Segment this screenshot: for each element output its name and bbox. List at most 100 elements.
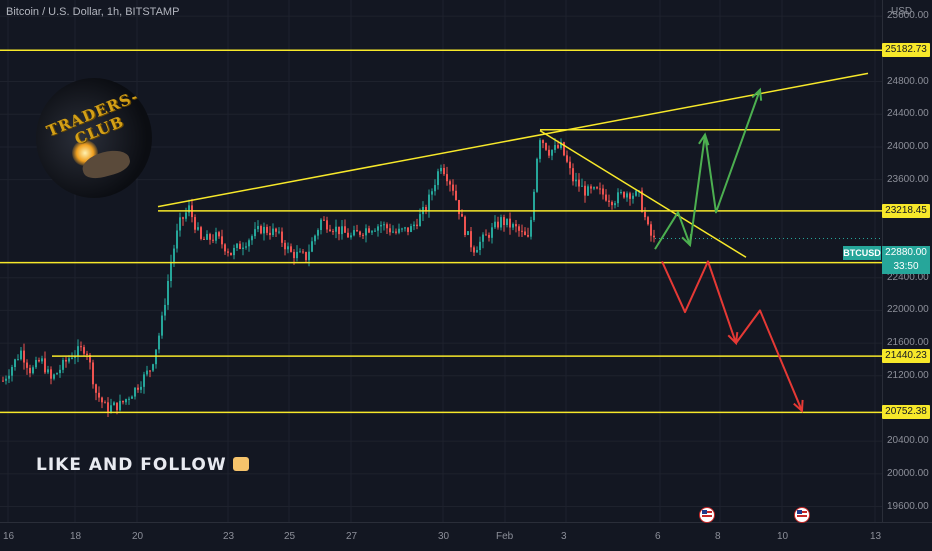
candle-body	[95, 384, 97, 393]
candle-body	[536, 158, 538, 192]
candle-body	[56, 373, 58, 375]
candle-body	[620, 192, 622, 194]
candle-body	[503, 217, 505, 225]
candle-body	[320, 219, 322, 231]
candle-body	[380, 225, 382, 227]
candle-body	[353, 230, 355, 236]
candle-body	[515, 224, 517, 227]
currency-label: USD	[891, 6, 913, 17]
candle-body	[419, 214, 421, 227]
time-tick-label: 8	[715, 531, 721, 542]
candle-body	[200, 227, 202, 239]
candle-body	[77, 346, 79, 356]
candle-body	[389, 228, 391, 233]
candle-body	[602, 188, 604, 195]
candle-body	[653, 235, 655, 238]
candle-body	[260, 226, 262, 234]
candle-body	[563, 142, 565, 156]
candle-body	[32, 367, 34, 374]
candle-body	[545, 143, 547, 150]
time-axis[interactable]	[0, 522, 932, 551]
candle-body	[299, 251, 301, 253]
candle-body	[566, 155, 568, 162]
time-tick-label: 20	[132, 531, 144, 542]
candle-body	[125, 399, 127, 403]
candle-body	[206, 234, 208, 240]
level-price-tag: 23218.45	[882, 203, 930, 218]
price-candles	[2, 138, 882, 418]
candle-body	[575, 179, 577, 182]
candle-body	[572, 168, 574, 182]
candle-body	[257, 226, 259, 230]
candle-body	[194, 217, 196, 230]
candle-body	[158, 335, 160, 350]
candle-body	[110, 405, 112, 412]
candle-body	[362, 234, 364, 236]
candle-body	[35, 360, 37, 368]
price-tick-label: 24400.00	[887, 108, 929, 120]
us-flag-icon[interactable]	[794, 507, 810, 523]
candle-body	[41, 358, 43, 362]
time-tick-label: Feb	[496, 531, 514, 542]
candle-body	[284, 242, 286, 250]
candle-body	[356, 230, 358, 232]
candle-body	[302, 251, 304, 253]
candle-body	[344, 226, 346, 233]
call-to-action: LIKE AND FOLLOW	[36, 455, 249, 475]
candle-body	[323, 219, 325, 221]
us-flag-icon[interactable]	[699, 507, 715, 523]
level-price-tag: 20752.38	[882, 405, 930, 420]
candle-body	[203, 238, 205, 240]
candle-body	[431, 191, 433, 195]
price-tick-label: 22000.00	[887, 304, 929, 316]
candle-body	[338, 226, 340, 235]
time-tick-label: 6	[655, 531, 661, 542]
candle-body	[365, 228, 367, 236]
candle-body	[68, 358, 70, 362]
candle-body	[131, 396, 133, 399]
current-price: 22880.00	[885, 247, 927, 258]
trend-lines	[157, 72, 869, 258]
candle-body	[587, 186, 589, 196]
candle-body	[584, 185, 586, 196]
price-tick-label: 21200.00	[887, 369, 929, 381]
candle-body	[236, 243, 238, 248]
candle-body	[209, 234, 211, 240]
time-tick-label: 16	[3, 531, 15, 542]
candle-body	[569, 161, 571, 169]
candle-body	[398, 228, 400, 233]
candle-body	[461, 214, 463, 217]
candle-body	[410, 226, 412, 232]
candle-body	[272, 228, 274, 236]
candle-body	[119, 400, 121, 411]
time-tick-label: 23	[223, 531, 235, 542]
candle-body	[113, 402, 115, 406]
candle-body	[242, 247, 244, 250]
candle-body	[197, 227, 199, 230]
candle-body	[458, 200, 460, 215]
candle-body	[632, 195, 634, 199]
candle-body	[164, 304, 166, 316]
candle-body	[590, 186, 592, 189]
time-tick-label: 30	[438, 531, 450, 542]
candle-body	[467, 231, 469, 236]
candle-body	[425, 206, 427, 212]
candle-body	[137, 387, 139, 390]
candle-body	[542, 140, 544, 144]
candle-body	[533, 191, 535, 221]
candle-body	[104, 402, 106, 404]
candle-body	[101, 397, 103, 403]
candle-body	[314, 235, 316, 242]
candle-body	[305, 252, 307, 261]
candle-body	[44, 358, 46, 373]
candle-body	[539, 140, 541, 159]
candle-body	[401, 228, 403, 230]
candle-body	[596, 187, 598, 189]
candle-body	[518, 226, 520, 231]
candle-body	[281, 231, 283, 243]
candle-body	[98, 392, 100, 398]
candle-body	[251, 236, 253, 241]
candle-body	[146, 370, 148, 375]
candle-body	[143, 374, 145, 387]
